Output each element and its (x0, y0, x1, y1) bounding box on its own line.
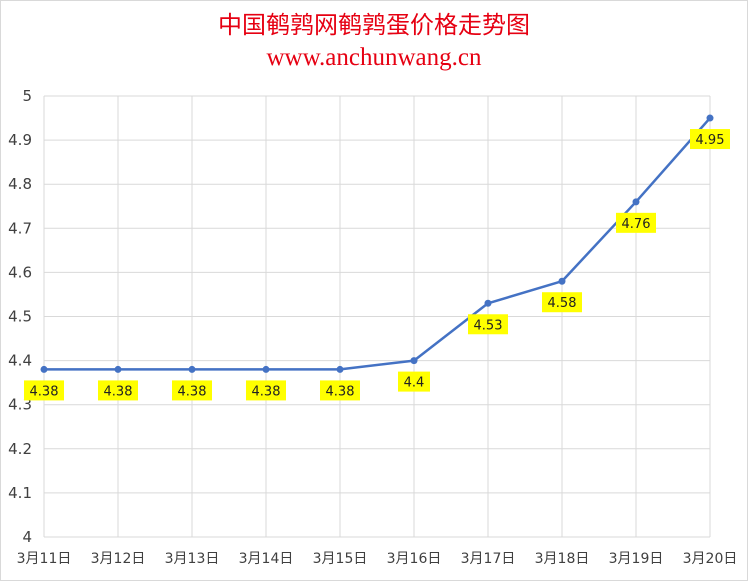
data-label: 4.4 (398, 371, 430, 392)
y-tick-label: 5 (22, 87, 32, 105)
data-label-bg (616, 212, 656, 233)
x-tick-label: 3月11日 (17, 551, 72, 567)
data-label-text: 4.38 (104, 384, 133, 399)
data-label: 4.38 (320, 380, 360, 401)
data-points (40, 114, 714, 373)
data-label-bg (246, 380, 286, 401)
y-tick-label: 4.4 (8, 352, 32, 370)
data-labels: 4.38 4.38 4.38 4.38 4.38 4.4 4.53 4.58 4.76 4.95 (24, 129, 730, 401)
data-label: 4.38 (98, 380, 138, 401)
data-label-bg (468, 314, 508, 335)
data-label-text: 4.38 (178, 384, 207, 399)
chart-title: 中国鹌鹑网鹌鹑蛋价格走势图 (218, 11, 530, 39)
data-label-text: 4.38 (252, 384, 281, 399)
data-label: 4.76 (616, 212, 656, 233)
y-tick-label: 4.2 (8, 440, 32, 458)
data-point (336, 365, 344, 373)
x-tick-label: 3月17日 (461, 551, 516, 567)
x-axis-ticks: 3月11日 3月12日 3月13日 3月14日 3月15日 3月16日 3月17日 3月18日… (17, 551, 738, 567)
data-point (410, 357, 418, 365)
y-tick-label: 4.7 (8, 219, 32, 237)
x-tick-label: 3月12日 (91, 551, 146, 567)
data-label-bg (398, 371, 430, 392)
data-label: 4.38 (246, 380, 286, 401)
data-label: 4.38 (172, 380, 212, 401)
x-tick-label: 3月15日 (313, 551, 368, 567)
data-point (114, 365, 122, 373)
y-tick-label: 4.8 (8, 175, 32, 193)
y-tick-label: 4 (22, 528, 32, 546)
data-point (188, 365, 196, 373)
data-point (558, 277, 566, 285)
data-point (484, 299, 492, 307)
data-label-text: 4.53 (474, 318, 503, 333)
data-label-text: 4.4 (404, 376, 425, 391)
data-point (632, 198, 640, 206)
data-label-bg (172, 380, 212, 401)
data-label-bg (690, 129, 730, 150)
x-tick-label: 3月18日 (535, 551, 590, 567)
data-label-text: 4.58 (548, 296, 577, 311)
data-label-text: 4.38 (30, 384, 59, 399)
data-point (262, 365, 270, 373)
grid-lines (43, 95, 711, 538)
x-tick-label: 3月20日 (683, 551, 738, 567)
y-tick-label: 4.1 (8, 484, 32, 502)
x-tick-label: 3月16日 (387, 551, 442, 567)
y-tick-label: 4.5 (8, 308, 32, 326)
data-point (706, 114, 714, 122)
data-label: 4.95 (690, 129, 730, 150)
series-line (44, 117, 711, 371)
data-label: 4.53 (468, 314, 508, 335)
y-tick-label: 4.6 (8, 263, 32, 281)
data-label-bg (320, 380, 360, 401)
data-label-bg (24, 380, 64, 401)
x-tick-label: 3月13日 (165, 551, 220, 567)
data-point (40, 365, 48, 373)
data-label: 4.38 (24, 380, 64, 401)
data-label: 4.58 (542, 292, 582, 313)
data-label-text: 4.38 (326, 384, 355, 399)
data-label-text: 4.76 (622, 217, 651, 232)
series-line-path (44, 117, 711, 371)
y-tick-label: 4.9 (8, 131, 32, 149)
x-tick-label: 3月19日 (609, 551, 664, 567)
data-label-bg (542, 292, 582, 313)
data-label-text: 4.95 (696, 133, 725, 148)
data-label-bg (98, 380, 138, 401)
chart-subtitle: www.anchunwang.cn (266, 44, 482, 71)
y-axis-ticks: 44.14.24.34.44.54.64.74.84.95 (8, 87, 32, 546)
x-tick-label: 3月14日 (239, 551, 294, 567)
